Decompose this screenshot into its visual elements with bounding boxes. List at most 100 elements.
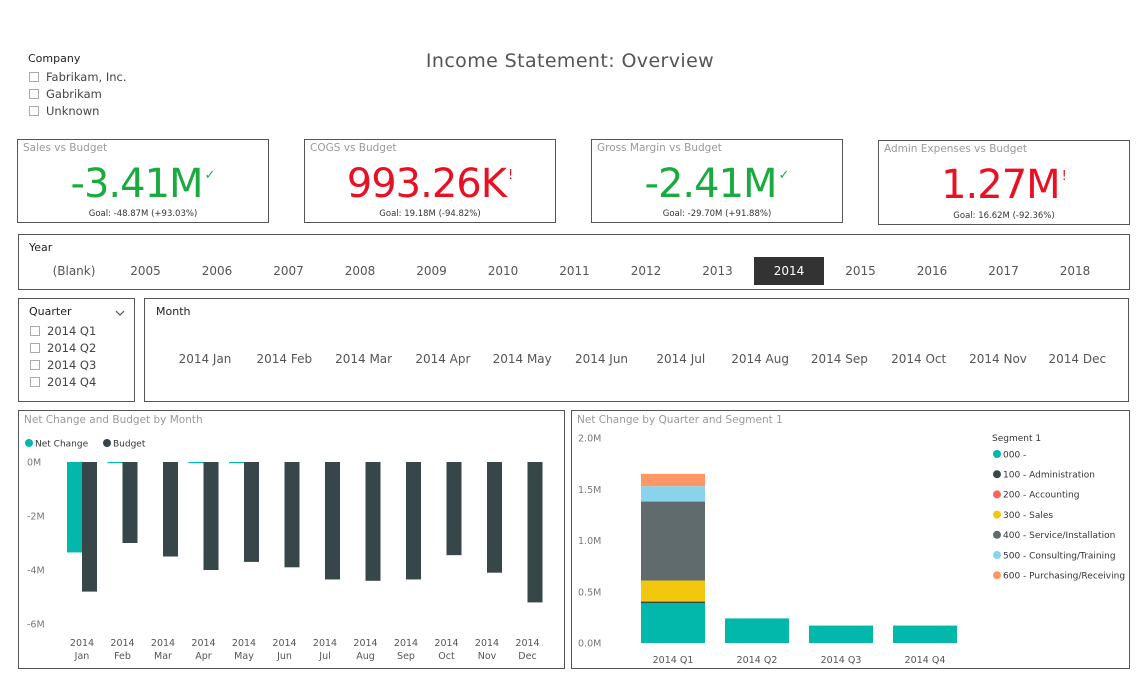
x-tick-label-month: Aug (356, 651, 375, 662)
x-tick-label-month: Dec (518, 651, 536, 662)
company-option-fabrikam[interactable]: Fabrikam, Inc. (29, 68, 127, 85)
stacked-bar-segment (809, 625, 873, 643)
year-option[interactable]: 2015 (845, 264, 876, 278)
year-option[interactable]: 2011 (559, 264, 590, 278)
kpi-title: Gross Margin vs Budget (597, 142, 722, 154)
year-option[interactable]: (Blank) (52, 264, 96, 278)
kpi-goal: Goal: 16.62M (-92.36%) (953, 211, 1055, 221)
chart-title: Net Change and Budget by Month (24, 414, 203, 426)
stacked-bar-segment (641, 603, 705, 643)
kpi-goal: Goal: -48.87M (+93.03%) (88, 209, 198, 219)
bar (82, 462, 97, 592)
checkbox-icon[interactable] (30, 325, 40, 336)
company-option-label: Unknown (46, 103, 100, 118)
month-option[interactable]: 2014 Apr (415, 352, 471, 366)
year-option[interactable]: 2014 (754, 257, 824, 285)
checkbox-icon[interactable] (30, 342, 40, 353)
legend-marker (103, 439, 111, 447)
company-slicer-list: Fabrikam, Inc. Gabrikam Unknown (29, 68, 127, 119)
checkbox-icon[interactable] (30, 376, 40, 387)
x-tick-label-month: Nov (478, 651, 497, 662)
month-option[interactable]: 2014 Jan (178, 352, 232, 366)
year-option[interactable]: 2012 (630, 264, 662, 278)
kpi-value: 1.27M (941, 162, 1061, 208)
legend-label: 200 - Accounting (1003, 491, 1079, 501)
month-option[interactable]: 2014 Jun (574, 352, 629, 366)
month-option[interactable]: 2014 Mar (335, 352, 393, 366)
month-option[interactable]: 2014 May (492, 352, 552, 366)
legend-label: Net Change (35, 440, 89, 450)
chevron-down-icon[interactable] (115, 308, 125, 318)
year-option[interactable]: 2006 (201, 264, 233, 278)
month-option[interactable]: 2014 Aug (731, 352, 789, 366)
checkbox-icon[interactable] (30, 359, 40, 370)
quarter-option[interactable]: 2014 Q4 (30, 373, 96, 390)
year-option[interactable]: 2018 (1059, 264, 1091, 278)
x-tick-label-month: Jan (74, 651, 90, 662)
month-option[interactable]: 2014 Dec (1048, 352, 1107, 366)
kpi-card-gross-margin[interactable]: Gross Margin vs Budget -2.41M ✓ Goal: -29… (591, 139, 843, 223)
checkmark-icon: ✓ (778, 168, 790, 183)
bar (122, 462, 138, 543)
x-tick-label-month: Apr (195, 651, 212, 662)
x-tick-label-year: 2014 (434, 638, 458, 649)
month-option[interactable]: 2014 Nov (969, 352, 1027, 366)
stacked-bar-segment (641, 473, 705, 487)
legend-label: 300 - Sales (1003, 511, 1053, 521)
checkbox-icon[interactable] (29, 88, 39, 99)
legend-marker (993, 470, 1001, 479)
kpi-card-admin-expenses[interactable]: Admin Expenses vs Budget 1.27M! Goal: 16… (878, 140, 1130, 225)
quarter-option[interactable]: 2014 Q1 (30, 322, 96, 339)
x-tick-label-month: Feb (114, 651, 131, 662)
x-tick-label-month: Sep (397, 651, 415, 662)
month-option[interactable]: 2014 Feb (256, 352, 313, 366)
year-option[interactable]: 2010 (487, 264, 519, 278)
company-option-label: Fabrikam, Inc. (46, 69, 127, 84)
checkbox-icon[interactable] (29, 105, 39, 116)
quarter-slicer-title: Quarter (29, 305, 72, 318)
checkbox-icon[interactable] (29, 71, 39, 82)
quarter-option[interactable]: 2014 Q3 (30, 356, 96, 373)
checkmark-icon: ✓ (204, 168, 216, 183)
year-slicer: Year (Blank) 2005 2006 2007 2008 2009 2010 2011… (18, 234, 1130, 290)
bar (284, 462, 300, 568)
quarter-option[interactable]: 2014 Q2 (30, 339, 96, 356)
legend-title: Segment 1 (992, 434, 1041, 444)
stacked-bar-segment (641, 600, 705, 602)
year-option[interactable]: 2013 (702, 264, 733, 278)
month-option[interactable]: 2014 Jul (656, 352, 706, 366)
month-option[interactable]: 2014 Oct (891, 352, 947, 366)
company-option-gabrikam[interactable]: Gabrikam (29, 85, 127, 102)
year-option[interactable]: 2017 (988, 264, 1019, 278)
year-option[interactable]: 2008 (344, 264, 376, 278)
chart-1-canvas: Net Change Budget 0M -2M -4M -6M 2014 Jan 2014 Fe… (25, 439, 543, 662)
y-tick-label: -2M (27, 512, 45, 523)
kpi-title: Sales vs Budget (23, 142, 108, 154)
x-tick-label: 2014 Q3 (821, 655, 862, 666)
y-tick-label: 0M (27, 458, 41, 469)
bar (325, 462, 340, 580)
x-tick-label: 2014 Q4 (905, 655, 946, 666)
kpi-value: 993.26K (346, 161, 507, 207)
y-tick-label: -6M (27, 620, 45, 631)
legend-marker (993, 510, 1001, 519)
year-option[interactable]: 2009 (416, 264, 447, 278)
y-tick-label: 1.0M (578, 536, 601, 547)
kpi-card-cogs[interactable]: COGS vs Budget 993.26K! Goal: 19.18M (-9… (304, 139, 556, 223)
x-tick-label-year: 2014 (232, 638, 256, 649)
bar (527, 462, 543, 603)
month-option[interactable]: 2014 Sep (810, 352, 868, 366)
quarter-option-label: 2014 Q1 (47, 323, 97, 338)
bar (229, 462, 244, 464)
company-option-unknown[interactable]: Unknown (29, 102, 127, 119)
year-option[interactable]: 2005 (130, 264, 161, 278)
stacked-bar-segment (893, 625, 957, 643)
company-slicer-title: Company (28, 52, 81, 65)
quarter-slicer: Quarter 2014 Q1 2014 Q2 2014 Q3 2014 Q4 (18, 298, 135, 402)
x-tick-label-month: May (234, 651, 254, 662)
year-option[interactable]: 2007 (273, 264, 304, 278)
kpi-value: -2.41M (644, 161, 778, 207)
kpi-card-sales[interactable]: Sales vs Budget -3.41M ✓ Goal: -48.87M (+… (17, 139, 269, 223)
bar (67, 462, 82, 553)
year-option[interactable]: 2016 (916, 264, 948, 278)
